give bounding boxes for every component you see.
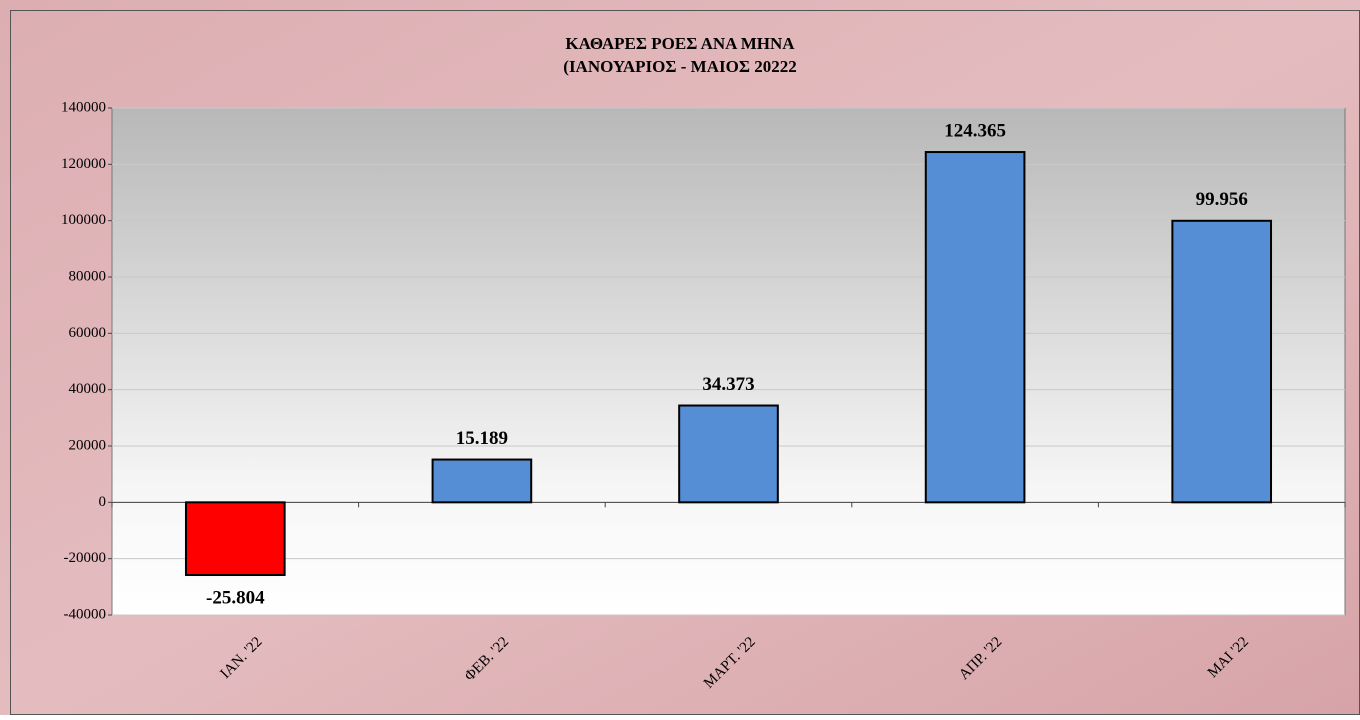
chart-subtitle: (ΙΑΝΟΥΑΡΙΟΣ - ΜΑΙΟΣ 20222 bbox=[563, 57, 796, 76]
y-tick-label: 60000 bbox=[69, 325, 107, 341]
bar bbox=[1171, 219, 1273, 504]
y-tick-label: 0 bbox=[99, 494, 107, 510]
plot-area bbox=[111, 107, 1346, 616]
y-tick-label: -40000 bbox=[64, 606, 107, 622]
bar bbox=[924, 151, 1026, 504]
y-tick-label: -20000 bbox=[64, 550, 107, 566]
y-tick-label: 40000 bbox=[69, 381, 107, 397]
data-label: 34.373 bbox=[702, 374, 754, 395]
data-label: 124.365 bbox=[944, 120, 1006, 141]
bar bbox=[678, 404, 779, 504]
bar bbox=[184, 501, 286, 577]
y-tick-label: 80000 bbox=[69, 268, 107, 284]
y-tick-label: 20000 bbox=[69, 437, 107, 453]
y-tick-label: 100000 bbox=[61, 212, 106, 228]
bar bbox=[431, 458, 533, 504]
data-label: 15.189 bbox=[456, 428, 508, 449]
y-tick-label: 120000 bbox=[61, 156, 106, 172]
y-tick-label: 140000 bbox=[61, 99, 106, 115]
data-label: 99.956 bbox=[1196, 189, 1248, 210]
data-label: -25.804 bbox=[206, 587, 265, 608]
chart-title: ΚΑΘΑΡΕΣ ΡΟΕΣ ΑΝΑ ΜΗΝΑ bbox=[565, 34, 795, 53]
